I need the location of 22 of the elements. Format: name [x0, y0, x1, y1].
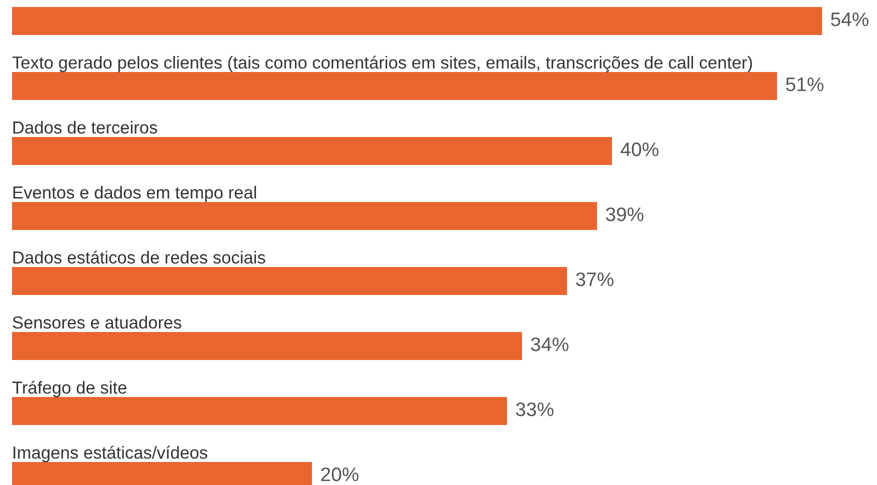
y-tick-label: Texto gerado pelos clientes (tais como comentários em sites, emails, transcrições de call center) [12, 56, 752, 72]
y-tick-label: Dados estáticos de redes sociais [13, 250, 266, 264]
y-tick-label: Tráfego de site [12, 380, 126, 398]
bar [12, 267, 567, 295]
y-tick-label: Sensores e atuadores [12, 316, 182, 329]
bar [12, 137, 612, 165]
data-label: 40% [620, 142, 658, 156]
y-tick-label: Eventos e dados em tempo real [13, 186, 256, 202]
data-label: 54% [831, 12, 868, 26]
bar [12, 72, 777, 100]
bar [12, 397, 507, 425]
y-tick-label: Dados de terceiros [13, 120, 158, 134]
data-label: 34% [530, 337, 568, 352]
y-tick-label: Imagens estáticas/vídeos [14, 446, 208, 462]
bar [12, 7, 822, 35]
data-label: 51% [786, 78, 824, 92]
data-label: 20% [321, 467, 358, 482]
data-label: 37% [576, 272, 614, 286]
bar [12, 332, 522, 360]
data-label: 33% [516, 402, 554, 416]
data-label: 39% [606, 207, 644, 222]
bar [12, 202, 597, 230]
